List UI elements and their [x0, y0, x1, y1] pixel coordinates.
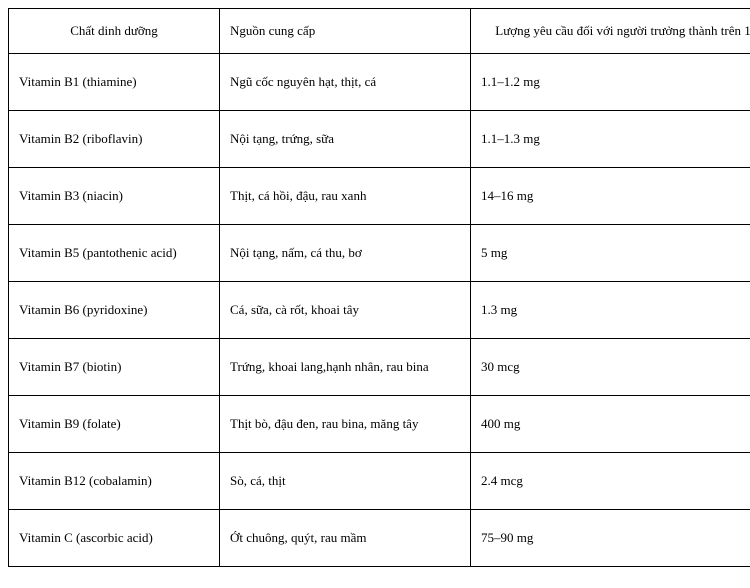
table-cell: Vitamin C (ascorbic acid)	[9, 510, 220, 567]
table-cell: Vitamin B9 (folate)	[9, 396, 220, 453]
table-cell: Sò, cá, thịt	[220, 453, 471, 510]
table-cell: Vitamin B6 (pyridoxine)	[9, 282, 220, 339]
col-header-source: Nguồn cung cấp	[220, 9, 471, 54]
table-cell: 1.1–1.2 mg	[471, 54, 750, 111]
table-row: Vitamin B1 (thiamine)Ngũ cốc nguyên hạt,…	[9, 54, 750, 111]
table-cell: Vitamin B5 (pantothenic acid)	[9, 225, 220, 282]
col-header-nutrient: Chất dinh dưỡng	[9, 9, 220, 54]
table-cell: Thịt, cá hồi, đậu, rau xanh	[220, 168, 471, 225]
table-cell: Thịt bò, đậu đen, rau bina, măng tây	[220, 396, 471, 453]
table-cell: Trứng, khoai lang,hạnh nhân, rau bina	[220, 339, 471, 396]
table-row: Vitamin C (ascorbic acid)Ớt chuông, quýt…	[9, 510, 750, 567]
table-cell: Vitamin B7 (biotin)	[9, 339, 220, 396]
table-cell: 75–90 mg	[471, 510, 750, 567]
table-cell: 14–16 mg	[471, 168, 750, 225]
table-cell: 1.1–1.3 mg	[471, 111, 750, 168]
nutrition-table: Chất dinh dưỡng Nguồn cung cấp Lượng yêu…	[8, 8, 750, 567]
col-header-amount: Lượng yêu cầu đối với người trưởng thành…	[471, 9, 750, 54]
table-cell: 400 mg	[471, 396, 750, 453]
table-row: Vitamin B9 (folate)Thịt bò, đậu đen, rau…	[9, 396, 750, 453]
table-row: Vitamin B3 (niacin)Thịt, cá hồi, đậu, ra…	[9, 168, 750, 225]
table-cell: Vitamin B1 (thiamine)	[9, 54, 220, 111]
table-cell: 30 mcg	[471, 339, 750, 396]
table-row: Vitamin B2 (riboflavin)Nội tạng, trứng, …	[9, 111, 750, 168]
table-cell: 5 mg	[471, 225, 750, 282]
table-body: Vitamin B1 (thiamine)Ngũ cốc nguyên hạt,…	[9, 54, 750, 567]
table-cell: Nội tạng, nấm, cá thu, bơ	[220, 225, 471, 282]
table-cell: Nội tạng, trứng, sữa	[220, 111, 471, 168]
table-cell: Vitamin B2 (riboflavin)	[9, 111, 220, 168]
table-row: Vitamin B6 (pyridoxine)Cá, sữa, cà rốt, …	[9, 282, 750, 339]
table-header-row: Chất dinh dưỡng Nguồn cung cấp Lượng yêu…	[9, 9, 750, 54]
table-row: Vitamin B12 (cobalamin)Sò, cá, thịt2.4 m…	[9, 453, 750, 510]
table-cell: Cá, sữa, cà rốt, khoai tây	[220, 282, 471, 339]
table-cell: Ớt chuông, quýt, rau mầm	[220, 510, 471, 567]
table-cell: Vitamin B12 (cobalamin)	[9, 453, 220, 510]
table-row: Vitamin B5 (pantothenic acid)Nội tạng, n…	[9, 225, 750, 282]
table-row: Vitamin B7 (biotin)Trứng, khoai lang,hạn…	[9, 339, 750, 396]
table-cell: 1.3 mg	[471, 282, 750, 339]
table-cell: Vitamin B3 (niacin)	[9, 168, 220, 225]
table-cell: Ngũ cốc nguyên hạt, thịt, cá	[220, 54, 471, 111]
table-cell: 2.4 mcg	[471, 453, 750, 510]
